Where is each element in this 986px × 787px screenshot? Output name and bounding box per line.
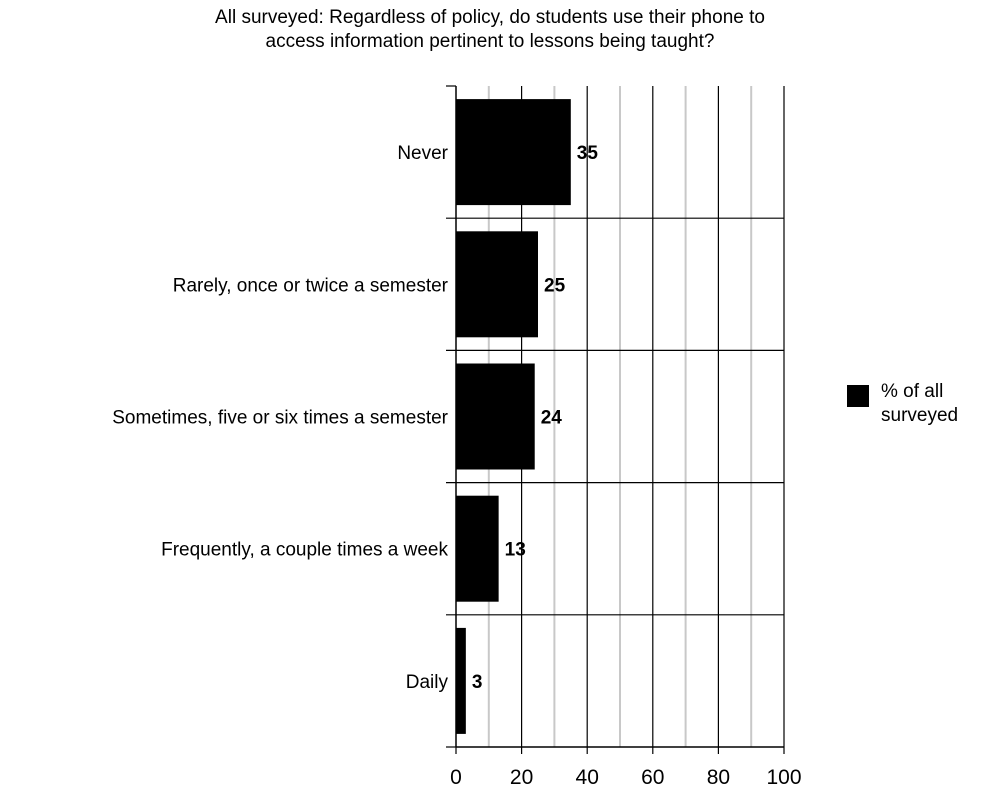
legend-swatch — [847, 385, 869, 407]
bar — [456, 495, 499, 602]
bar — [456, 627, 466, 734]
legend-label: % of all surveyed — [881, 380, 986, 428]
chart-title: All surveyed: Regardless of policy, do s… — [150, 6, 830, 54]
data-label: 25 — [544, 275, 566, 296]
data-label: 13 — [505, 540, 526, 561]
bar — [456, 231, 538, 338]
legend-label-line-2: surveyed — [881, 405, 959, 426]
x-tick-label: 40 — [576, 766, 599, 787]
chart-title-line-2: access information pertinent to lessons … — [265, 31, 715, 52]
bar — [456, 99, 571, 206]
legend-label-line-1: % of all — [881, 381, 944, 402]
category-label: Frequently, a couple times a week — [161, 540, 448, 561]
x-tick-label: 80 — [707, 766, 730, 787]
data-label: 35 — [577, 143, 599, 164]
chart-title-line-1: All surveyed: Regardless of policy, do s… — [215, 7, 765, 28]
data-label: 3 — [472, 672, 483, 693]
category-label: Sometimes, five or six times a semester — [112, 408, 448, 429]
data-label: 24 — [541, 408, 563, 429]
x-tick-label: 0 — [450, 766, 462, 787]
bar — [456, 363, 535, 470]
x-tick-label: 100 — [766, 766, 801, 787]
x-tick-label: 60 — [641, 766, 664, 787]
category-label: Rarely, once or twice a semester — [173, 275, 449, 296]
category-label: Daily — [406, 672, 449, 693]
x-tick-label: 20 — [510, 766, 533, 787]
category-label: Never — [397, 143, 448, 164]
